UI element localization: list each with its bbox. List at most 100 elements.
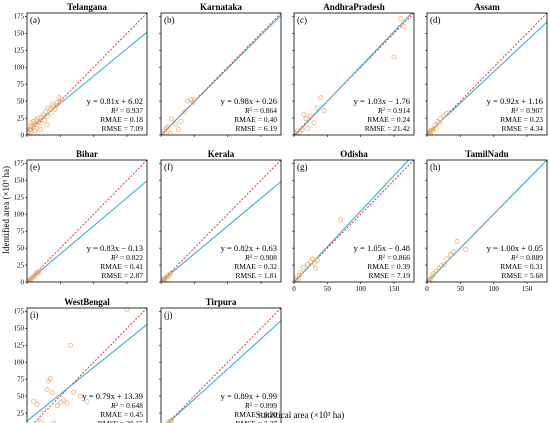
panel-i: WestBengal(i)025507510012515017505010015… bbox=[14, 297, 148, 423]
panel-letter: (h) bbox=[430, 162, 441, 172]
plot-frame bbox=[293, 12, 415, 136]
y-tick-label: 175 bbox=[14, 13, 25, 21]
panel-a: Telangana (a) 0 25 50 75 100 125 150 175 y = 0.81x… bbox=[14, 2, 148, 139]
rmse-value: RMSE = 7.09 bbox=[101, 124, 143, 133]
panel-letter: (a) bbox=[30, 15, 40, 25]
data-point bbox=[427, 277, 433, 282]
data-point bbox=[167, 271, 173, 277]
data-point bbox=[321, 108, 327, 114]
fit-line bbox=[427, 160, 547, 282]
y-tick-label: 25 bbox=[17, 114, 25, 122]
data-point bbox=[41, 407, 47, 413]
plot-frame bbox=[426, 159, 548, 283]
panel-title: Tirpura bbox=[206, 297, 237, 307]
fit-equation: y = 0.92x + 1.16 bbox=[487, 96, 543, 106]
data-point bbox=[314, 257, 320, 263]
y-tick-label: 175 bbox=[14, 160, 25, 168]
rmae-value: RMAE = 0.45 bbox=[100, 410, 143, 419]
data-point bbox=[37, 127, 43, 133]
y-axis-label: Identified area (×10³ ha) bbox=[1, 166, 11, 254]
rmae-value: RMAE = 0.23 bbox=[500, 115, 543, 124]
fit-equation: y = 1.05x − 0.48 bbox=[354, 243, 410, 253]
y-tick-label: 125 bbox=[14, 342, 25, 350]
data-point bbox=[304, 125, 310, 131]
data-point bbox=[433, 268, 439, 274]
data-point bbox=[311, 120, 317, 126]
data-point bbox=[44, 122, 50, 128]
panel-letter: (b) bbox=[164, 15, 175, 25]
panel-letter: (i) bbox=[30, 310, 39, 320]
data-point bbox=[49, 390, 55, 396]
y-tick-label: 125 bbox=[14, 194, 25, 202]
data-point bbox=[435, 118, 441, 124]
data-point bbox=[181, 109, 187, 115]
data-point bbox=[401, 24, 407, 30]
rmse-value: RMSE = 30.15 bbox=[98, 419, 144, 423]
data-point bbox=[304, 261, 310, 267]
data-point bbox=[301, 112, 307, 118]
data-point bbox=[185, 98, 191, 104]
r-squared: R2 = 0.648 bbox=[110, 401, 143, 410]
data-point bbox=[163, 125, 169, 131]
fit-line bbox=[27, 31, 147, 132]
y-tick-label: 75 bbox=[17, 80, 25, 88]
data-point bbox=[175, 127, 181, 133]
plot-frame bbox=[160, 159, 282, 283]
data-point bbox=[61, 397, 67, 403]
data-point bbox=[463, 247, 469, 252]
data-point bbox=[51, 104, 57, 109]
data-point bbox=[298, 270, 304, 275]
rmae-value: RMAE = 0.18 bbox=[100, 115, 143, 124]
data-point bbox=[432, 123, 438, 128]
data-point bbox=[173, 121, 179, 127]
fit-equation: y = 0.83x − 0.13 bbox=[87, 243, 143, 253]
data-point bbox=[294, 131, 299, 135]
data-point bbox=[296, 129, 302, 135]
fit-equation: y = 0.81x + 6.02 bbox=[87, 96, 143, 106]
data-point bbox=[433, 125, 439, 131]
data-point bbox=[428, 276, 434, 282]
data-point bbox=[36, 270, 42, 275]
plot-frame bbox=[26, 307, 148, 423]
data-point bbox=[314, 105, 320, 111]
fit-line bbox=[161, 14, 281, 135]
plot-frame bbox=[160, 307, 282, 423]
panel-letter: (g) bbox=[297, 162, 308, 172]
y-tick-label: 150 bbox=[14, 325, 25, 333]
data-point bbox=[169, 417, 175, 423]
data-point bbox=[294, 278, 298, 282]
plot-frame bbox=[426, 12, 548, 136]
data-point bbox=[64, 400, 70, 406]
rmae-value: RMAE = 0.24 bbox=[367, 115, 410, 124]
panel-letter: (d) bbox=[430, 15, 441, 25]
data-point bbox=[311, 260, 317, 266]
panels: Telangana (a) 0 25 50 75 100 125 150 175 y = 0.81x… bbox=[14, 2, 548, 423]
plot-frame bbox=[160, 12, 282, 136]
fit-equation: y = 0.82x + 0.63 bbox=[221, 243, 277, 253]
y-tick-label: 150 bbox=[14, 30, 25, 38]
panel-letter: (c) bbox=[297, 15, 307, 25]
rmae-value: RMAE = 0.31 bbox=[500, 262, 543, 271]
fit-line bbox=[27, 324, 147, 422]
r-squared: R2 = 0.899 bbox=[244, 401, 277, 410]
fit-equation: y = 0.89x + 0.99 bbox=[221, 391, 277, 401]
data-point bbox=[56, 95, 62, 101]
r-squared: R2 = 0.914 bbox=[377, 106, 410, 115]
r-squared: R2 = 0.864 bbox=[244, 106, 277, 115]
data-point bbox=[71, 389, 77, 395]
data-point bbox=[166, 272, 172, 278]
r-squared: R2 = 0.907 bbox=[510, 106, 543, 115]
data-point bbox=[37, 419, 43, 423]
y-tick-label: 75 bbox=[17, 375, 25, 383]
panel-title: AndhraPradesh bbox=[323, 2, 385, 12]
rmse-value: RMSE = 2.87 bbox=[101, 271, 143, 280]
fit-equation: y = 0.79x + 13.39 bbox=[82, 391, 143, 401]
x-tick-label: 100 bbox=[355, 285, 366, 293]
rmae-value: RMAE = 0.20 bbox=[234, 410, 277, 419]
data-point bbox=[312, 265, 318, 271]
plot-frame bbox=[26, 159, 148, 283]
